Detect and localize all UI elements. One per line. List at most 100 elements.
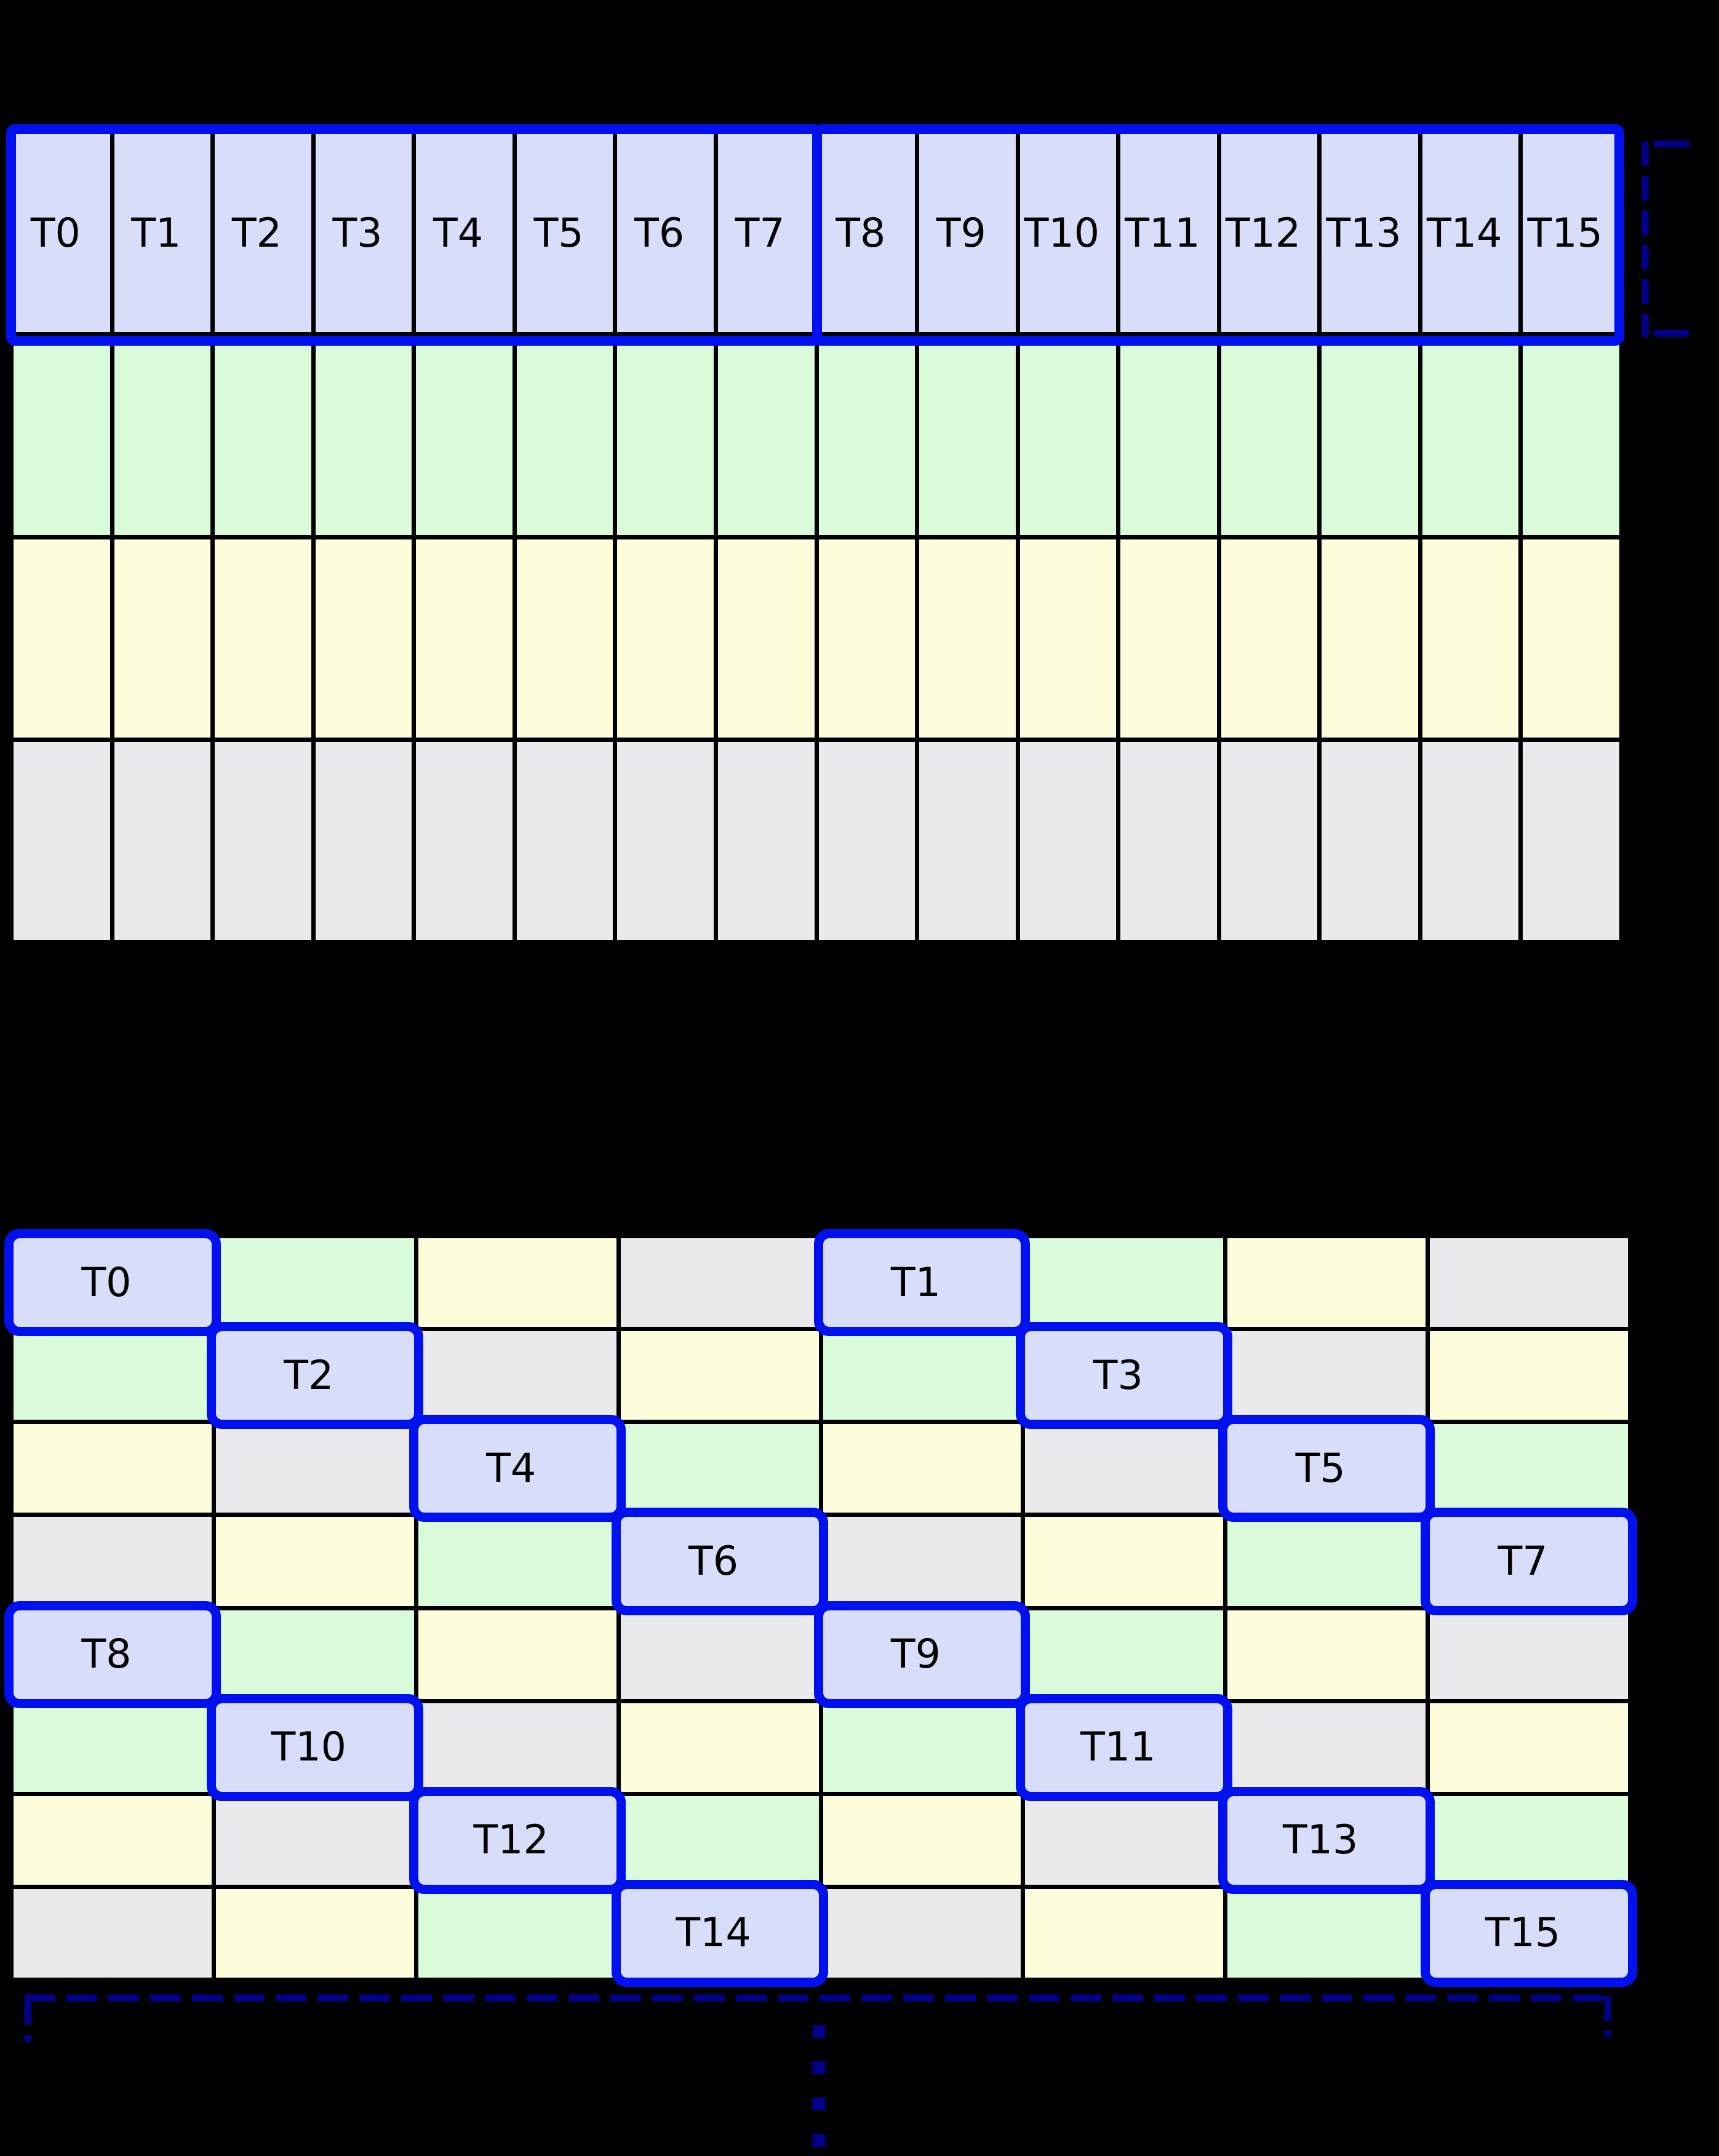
top-grid-cell-r3c10 bbox=[1019, 741, 1117, 940]
bottom-grid-cell-r6c6: T13 bbox=[1227, 1796, 1426, 1885]
bottom-grid-cell-r3c6 bbox=[1227, 1517, 1426, 1606]
top-grid-cell-r0c5: T5 bbox=[516, 134, 613, 333]
bottom-grid-cell-r6c2: T12 bbox=[418, 1796, 616, 1885]
bottom-grid-cell-r3c5 bbox=[1025, 1517, 1224, 1606]
top-grid-cell-r2c12 bbox=[1221, 539, 1318, 738]
top-grid-cell-r2c7 bbox=[717, 539, 815, 738]
bottom-grid-cell-r7c4 bbox=[823, 1888, 1021, 1978]
top-grid-cell-r3c3 bbox=[315, 741, 412, 940]
thread-label: T4 bbox=[486, 1445, 536, 1492]
top-grid-cell-r0c14: T14 bbox=[1422, 134, 1519, 333]
top-grid-cell-r1c9 bbox=[919, 336, 1016, 535]
bottom-grid-cell-r0c2 bbox=[418, 1238, 616, 1327]
bottom-grid-cell-r5c1: T10 bbox=[215, 1703, 414, 1792]
top-grid-cell-r0c15: T15 bbox=[1523, 134, 1619, 333]
top-grid-cell-r3c0 bbox=[14, 741, 110, 940]
bottom-grid-cell-r7c2 bbox=[418, 1888, 616, 1978]
thread-label: T5 bbox=[1295, 1445, 1346, 1492]
thread-label: T8 bbox=[836, 210, 886, 257]
bottom-grid-cell-r6c0 bbox=[14, 1796, 212, 1885]
row-height-bracket bbox=[1641, 140, 1689, 337]
thread-label: T2 bbox=[231, 210, 282, 257]
thread-label: T7 bbox=[1498, 1538, 1548, 1585]
bottom-grid-cell-r5c7 bbox=[1430, 1703, 1628, 1792]
bottom-grid-cell-r4c2 bbox=[418, 1610, 616, 1699]
bottom-grid-cell-r0c0: T0 bbox=[14, 1238, 212, 1327]
top-grid-cell-r1c6 bbox=[617, 336, 714, 535]
bottom-grid-cell-r0c4: T1 bbox=[823, 1238, 1021, 1327]
bottom-grid-cell-r2c6: T5 bbox=[1227, 1424, 1426, 1513]
bottom-grid-cell-r0c7 bbox=[1430, 1238, 1628, 1327]
thread-label: T12 bbox=[1225, 210, 1301, 257]
top-grid-cell-r2c5 bbox=[516, 539, 613, 738]
top-grid-cell-r0c3: T3 bbox=[315, 134, 412, 333]
bottom-grid-cell-r2c3 bbox=[620, 1424, 819, 1513]
thread-label: T15 bbox=[1527, 210, 1603, 257]
bottom-grid-cell-r4c1 bbox=[215, 1610, 414, 1699]
thread-label: T15 bbox=[1485, 1910, 1561, 1957]
thread-label: T4 bbox=[433, 210, 484, 257]
bottom-grid-cell-r1c1: T2 bbox=[215, 1331, 414, 1420]
top-grid-cell-r1c5 bbox=[516, 336, 613, 535]
bottom-grid-cell-r4c0: T8 bbox=[14, 1610, 212, 1699]
bottom-grid-cell-r6c7 bbox=[1430, 1796, 1628, 1885]
bottom-grid-cell-r3c4 bbox=[823, 1517, 1021, 1606]
thread-label: T3 bbox=[1093, 1352, 1143, 1399]
bottom-grid-cell-r2c2: T4 bbox=[418, 1424, 616, 1513]
top-grid-cell-r2c9 bbox=[919, 539, 1016, 738]
bottom-grid-cell-r1c6 bbox=[1227, 1331, 1426, 1420]
top-grid-cell-r1c15 bbox=[1523, 336, 1619, 535]
top-grid-cell-r1c7 bbox=[717, 336, 815, 535]
swizzled-access-grid: T0 T1 T2 T3 T4 T5 T6 T7 T8 T9 T10 T11 T12 T13 T14 T15 bbox=[10, 1235, 1632, 1981]
thread-label: T10 bbox=[271, 1724, 347, 1771]
bottom-grid-cell-r2c5 bbox=[1025, 1424, 1224, 1513]
thread-label: T14 bbox=[1426, 210, 1502, 257]
top-grid-cell-r1c3 bbox=[315, 336, 412, 535]
thread-label: T9 bbox=[890, 1631, 941, 1678]
bottom-grid-cell-r7c0 bbox=[14, 1888, 212, 1978]
top-grid-cell-r2c10 bbox=[1019, 539, 1117, 738]
top-grid-cell-r2c8 bbox=[818, 539, 915, 738]
bottom-grid-cell-r0c3 bbox=[620, 1238, 819, 1327]
top-grid-cell-r0c7: T7 bbox=[717, 134, 815, 333]
top-grid-cell-r1c12 bbox=[1221, 336, 1318, 535]
top-grid-cell-r0c12: T12 bbox=[1221, 134, 1318, 333]
bottom-grid-cell-r4c3 bbox=[620, 1610, 819, 1699]
bottom-grid-cell-r5c2 bbox=[418, 1703, 616, 1792]
top-grid-cell-r3c1 bbox=[114, 741, 211, 940]
top-grid-cell-r0c13: T13 bbox=[1322, 134, 1418, 333]
top-grid-cell-r0c6: T6 bbox=[617, 134, 714, 333]
bottom-grid-cell-r1c0 bbox=[14, 1331, 212, 1420]
top-grid-cell-r2c6 bbox=[617, 539, 714, 738]
bottom-grid-cell-r5c6 bbox=[1227, 1703, 1426, 1792]
bottom-grid-cell-r1c3 bbox=[620, 1331, 819, 1420]
top-grid-cell-r1c8 bbox=[818, 336, 915, 535]
thread-label: T11 bbox=[1080, 1724, 1156, 1771]
top-grid-cell-r1c10 bbox=[1019, 336, 1117, 535]
thread-label: T1 bbox=[890, 1259, 941, 1306]
bottom-grid-cell-r0c6 bbox=[1227, 1238, 1426, 1327]
bottom-grid-cell-r3c1 bbox=[215, 1517, 414, 1606]
bottom-grid-cell-r6c1 bbox=[215, 1796, 414, 1885]
bottom-grid-cell-r4c6 bbox=[1227, 1610, 1426, 1699]
top-grid-cell-r3c4 bbox=[416, 741, 513, 940]
bottom-grid-cell-r7c6 bbox=[1227, 1888, 1426, 1978]
top-grid-cell-r2c13 bbox=[1322, 539, 1418, 738]
bottom-grid-cell-r5c4 bbox=[823, 1703, 1021, 1792]
top-grid-cell-r2c1 bbox=[114, 539, 211, 738]
bottom-grid-cell-r1c4 bbox=[823, 1331, 1021, 1420]
top-grid-cell-r3c9 bbox=[919, 741, 1016, 940]
top-grid-cell-r1c11 bbox=[1120, 336, 1217, 535]
top-grid-cell-r1c13 bbox=[1322, 336, 1418, 535]
top-grid-cell-r0c11: T11 bbox=[1120, 134, 1217, 333]
thread-label: T12 bbox=[473, 1817, 549, 1864]
top-grid-cell-r0c4: T4 bbox=[416, 134, 513, 333]
thread-label: T11 bbox=[1125, 210, 1200, 257]
top-grid-cell-r2c14 bbox=[1422, 539, 1519, 738]
thread-label: T13 bbox=[1282, 1817, 1358, 1864]
bottom-grid-cell-r4c5 bbox=[1025, 1610, 1224, 1699]
bottom-grid-cell-r6c4 bbox=[823, 1796, 1021, 1885]
top-grid-cell-r2c2 bbox=[215, 539, 311, 738]
bottom-grid-cell-r5c3 bbox=[620, 1703, 819, 1792]
